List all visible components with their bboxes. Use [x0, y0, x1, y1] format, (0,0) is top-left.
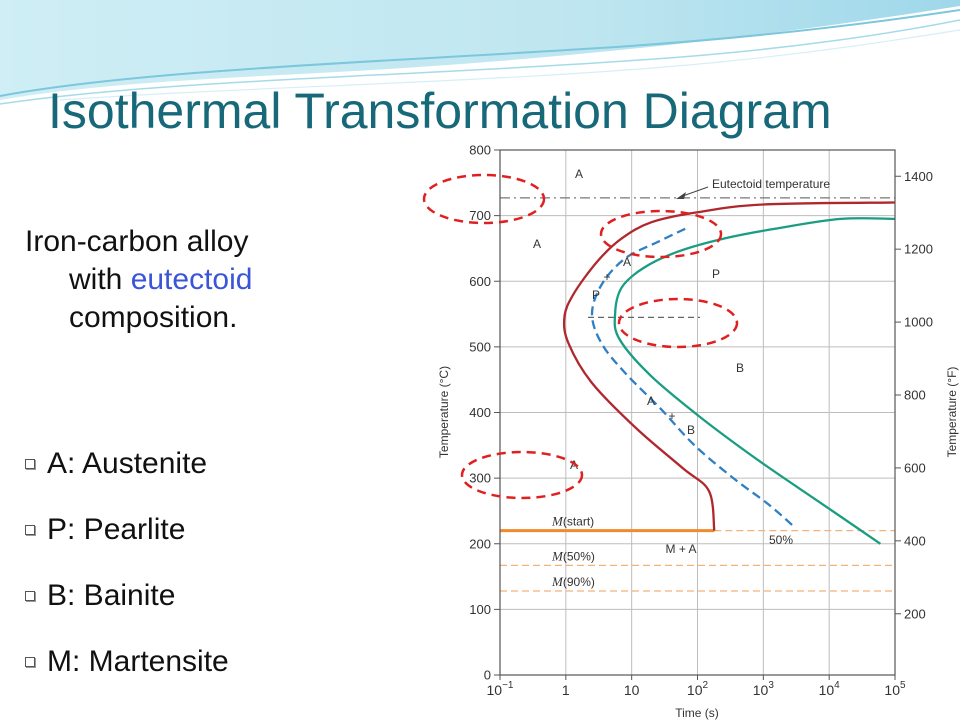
mixed-label-austenite: A: [623, 255, 631, 269]
y-axis-title-right: Temperature (°F): [945, 367, 959, 458]
axes: 0 100 200 300 400 500 600 700 800 200 400 600 800 100…: [437, 143, 959, 720]
y-tick-label-left: 500: [469, 339, 491, 354]
region-label-austenite-left: A: [533, 237, 541, 251]
x-tick-exponent: 3: [768, 680, 774, 691]
martensite-symbol: M: [551, 548, 564, 563]
annotation-ring-upper-nose: [599, 209, 723, 259]
x-tick-label: 10: [624, 682, 640, 698]
x-tick-base: 10: [753, 682, 769, 698]
grid-lines: [500, 150, 895, 675]
square-bullet-icon: [25, 591, 35, 601]
header-wave-decoration: [0, 0, 960, 105]
ttt-diagram: Eutectoid temperatureM(start)M(50%)M(90%…: [422, 143, 959, 720]
y-tick-label-left: 0: [484, 668, 491, 683]
y-tick-label-right: 1000: [904, 315, 933, 330]
legend-item-martensite: M: Martensite: [25, 640, 229, 706]
mixed-label-plus-lower: +: [668, 409, 675, 423]
intro-line-3: composition.: [69, 301, 238, 334]
x-tick-base: 10: [487, 682, 503, 698]
square-bullet-icon: [25, 657, 35, 667]
x-tick-label: 10−1: [487, 680, 514, 698]
martensite-line-label: M(90%): [551, 574, 595, 589]
region-label-austenite-top: A: [575, 167, 583, 181]
martensite-line-label: M(start): [551, 514, 594, 529]
y-tick-label-right: 1400: [904, 169, 933, 184]
intro-highlight-word: eutectoid: [130, 263, 253, 296]
y-tick-label-right: 200: [904, 606, 926, 621]
fifty-percent-label: 50%: [769, 533, 793, 547]
y-tick-label-left: 400: [469, 405, 491, 420]
annotation-rings: [422, 173, 739, 500]
x-tick-label: 102: [687, 680, 709, 698]
legend-label: P: Pearlite: [47, 513, 186, 546]
martensite-percent: (50%): [563, 549, 595, 563]
y-axis-title-left: Temperature (°C): [437, 366, 451, 458]
x-tick-label: 1: [562, 682, 570, 698]
y-tick-label-right: 400: [904, 533, 926, 548]
annotation-ring-nose: [617, 297, 739, 349]
x-tick-base: 1: [562, 682, 570, 698]
y-tick-label-left: 100: [469, 602, 491, 617]
slide-title: Isothermal Transformation Diagram: [48, 83, 832, 139]
x-tick-label: 103: [753, 680, 775, 698]
x-tick-exponent: 4: [834, 680, 840, 691]
eutectoid-label: Eutectoid temperature: [712, 177, 830, 191]
legend-item-austenite: A: Austenite: [25, 442, 229, 508]
intro-line-2-prefix: with: [69, 263, 131, 296]
legend-label: B: Bainite: [47, 579, 176, 612]
y-tick-label-left: 800: [469, 143, 491, 158]
martensite-symbol: M: [551, 574, 564, 589]
y-tick-label-left: 700: [469, 208, 491, 223]
martensite-percent: (start): [563, 515, 594, 529]
mixed-label-plus: +: [603, 270, 610, 284]
square-bullet-icon: [25, 459, 35, 469]
mixed-label-bainite-lower: B: [687, 423, 695, 437]
y-tick-label-right: 600: [904, 460, 926, 475]
annotation-ring-low-austenite: [460, 450, 584, 500]
fifty-percent-curve: [590, 227, 796, 529]
y-tick-label-right: 1200: [904, 242, 933, 257]
intro-line-1: Iron-carbon alloy: [25, 225, 249, 258]
legend-item-pearlite: P: Pearlite: [25, 508, 229, 574]
square-bullet-icon: [25, 525, 35, 535]
reference-lines: Eutectoid temperatureM(start)M(50%)M(90%…: [500, 177, 895, 592]
x-tick-base: 10: [819, 682, 835, 698]
x-tick-exponent: −1: [502, 680, 514, 691]
annotation-ring-eutectoid: [422, 173, 546, 225]
region-label-pearlite: P: [712, 267, 720, 281]
mixed-label-pearlite: P: [592, 288, 600, 302]
region-label-bainite: B: [736, 361, 744, 375]
arrowhead-icon: [676, 192, 686, 199]
transformation-curves: [562, 201, 896, 545]
x-tick-base: 10: [884, 682, 900, 698]
region-label-martensite-austenite: M + A: [665, 542, 696, 556]
legend-label: A: Austenite: [47, 447, 208, 480]
martensite-line-label: M(50%): [551, 548, 595, 563]
x-tick-base: 10: [687, 682, 703, 698]
martensite-symbol: M: [551, 514, 564, 529]
y-tick-label-left: 200: [469, 536, 491, 551]
intro-line-2: with eutectoid: [25, 261, 355, 299]
mixed-label-austenite-lower: A: [647, 394, 655, 408]
transformation-finish-curve: [613, 217, 896, 545]
y-tick-label-left: 300: [469, 471, 491, 486]
y-tick-label-left: 600: [469, 274, 491, 289]
transformation-start-curve: [562, 201, 896, 531]
martensite-percent: (90%): [563, 575, 595, 589]
legend-item-bainite: B: Bainite: [25, 574, 229, 640]
x-axis-title: Time (s): [675, 706, 719, 720]
x-tick-label: 104: [819, 680, 841, 698]
legend-label: M: Martensite: [47, 645, 229, 678]
phase-legend-list: A: Austenite P: Pearlite B: Bainite M: M…: [25, 442, 229, 706]
x-tick-base: 10: [624, 682, 640, 698]
intro-text: Iron-carbon alloy with eutectoid composi…: [25, 223, 355, 337]
y-tick-label-right: 800: [904, 388, 926, 403]
x-tick-exponent: 2: [703, 680, 709, 691]
x-tick-label: 105: [884, 680, 906, 698]
x-tick-exponent: 5: [900, 680, 906, 691]
